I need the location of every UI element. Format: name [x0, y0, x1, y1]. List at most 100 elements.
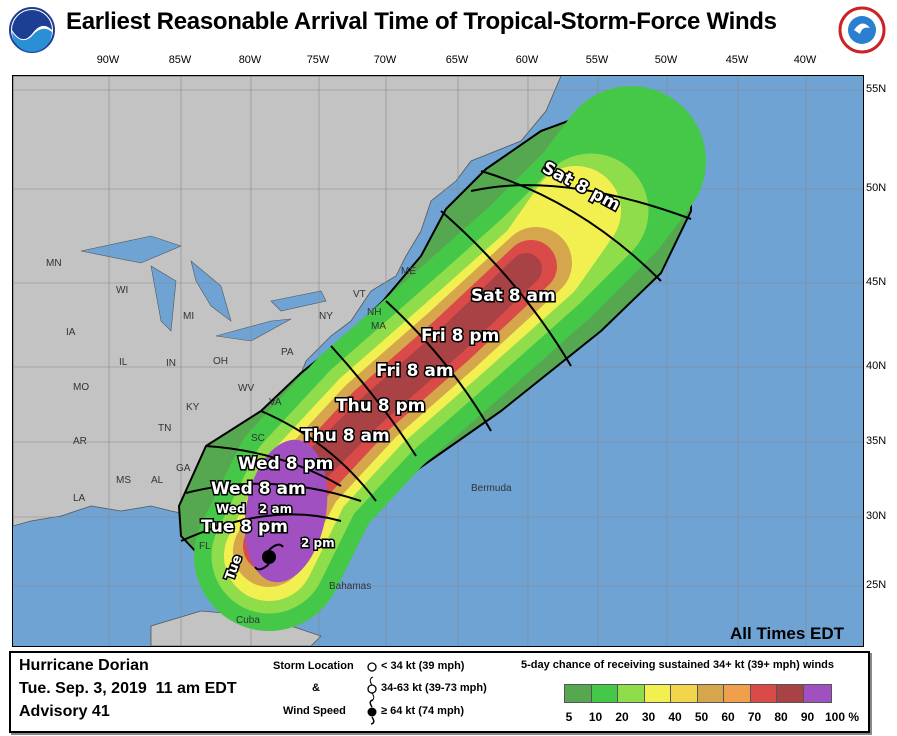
probability-tick: 70 [747, 710, 762, 724]
arrival-time-label: Sat 8 am [471, 286, 556, 306]
latitude-label: 40N [866, 360, 887, 372]
place-label: MI [183, 311, 194, 322]
place-label: MO [73, 382, 89, 393]
probability-swatch [776, 684, 805, 703]
latitude-label: 35N [866, 435, 887, 447]
page-title: Earliest Reasonable Arrival Time of Trop… [66, 8, 777, 35]
longitude-label: 70W [373, 54, 397, 66]
probability-tick: 60 [721, 710, 735, 724]
probability-swatch [749, 684, 779, 703]
place-label: MN [46, 258, 62, 269]
latitude-label: 55N [866, 83, 887, 95]
storm-legend-label-2: & [312, 682, 320, 694]
longitude-label: 50W [654, 54, 678, 66]
longitude-label: 65W [445, 54, 469, 66]
probability-swatch [696, 684, 726, 703]
arrival-time-label: Thu 8 am [301, 426, 390, 446]
probability-swatch [670, 684, 699, 703]
place-label: LA [73, 493, 86, 504]
storm-legend-label-3: Wind Speed [283, 705, 346, 717]
arrival-time-label: Fri 8 pm [421, 326, 499, 346]
noaa-logo [9, 7, 55, 53]
place-label: Bahamas [329, 581, 371, 592]
advisory-number: Advisory 41 [19, 703, 110, 720]
tropical-storm-icon [367, 676, 377, 702]
longitude-label: 55W [585, 54, 609, 66]
probability-tick: 30 [641, 710, 656, 724]
probability-swatch [643, 684, 673, 703]
nws-logo [838, 6, 886, 54]
longitude-label: 90W [96, 54, 120, 66]
great-lakes [80, 235, 327, 342]
land-cuba [150, 610, 322, 646]
storm-legend-item: < 34 kt (39 mph) [381, 660, 465, 672]
probability-tick: 100 % [824, 710, 860, 724]
arrival-time-label: Wed [216, 502, 246, 516]
place-label: Cuba [236, 615, 260, 626]
place-label: PA [281, 347, 294, 358]
storm-legend-item: ≥ 64 kt (74 mph) [381, 705, 465, 717]
probability-swatch [564, 684, 593, 703]
storm-legend-label-1: Storm Location [273, 660, 354, 672]
latitude-label: 50N [866, 182, 887, 194]
latitude-label: 45N [866, 276, 887, 288]
place-label: VT [353, 289, 366, 300]
place-label: SC [251, 433, 265, 444]
longitude-label: 85W [168, 54, 192, 66]
arrival-time-label: Wed 8 am [211, 479, 306, 499]
longitude-label: 75W [306, 54, 330, 66]
probability-swatch [617, 684, 646, 703]
advisory-datetime: Tue. Sep. 3, 2019 11 am EDT [19, 680, 237, 697]
storm-legend-item: 34-63 kt (39-73 mph) [381, 682, 487, 694]
arrival-time-label: Tue 8 pm [201, 517, 288, 537]
longitude-label: 40W [793, 54, 817, 66]
arrival-time-label: Wed 8 pm [238, 454, 333, 474]
longitude-label: 60W [515, 54, 539, 66]
place-label: MA [371, 321, 386, 332]
storm-name: Hurricane Dorian [19, 657, 149, 674]
place-label: NH [367, 307, 381, 318]
times-note: All Times EDT [730, 624, 845, 643]
place-label: IN [166, 358, 176, 369]
arrival-time-label: Fri 8 am [376, 361, 454, 381]
arrival-time-label: 2 am [259, 502, 292, 516]
place-label: MS [116, 475, 131, 486]
place-label: WV [238, 383, 254, 394]
probability-tick: 10 [588, 710, 603, 724]
place-label: ME [401, 266, 416, 277]
time-lines [180, 170, 692, 542]
cone-90pct [244, 439, 328, 583]
place-label: VA [269, 397, 282, 408]
probability-swatch [723, 684, 752, 703]
place-label: FL [199, 541, 211, 552]
probability-swatch [802, 684, 832, 703]
place-label: IA [66, 327, 76, 338]
storm-symbols [367, 662, 377, 725]
probability-tick: 5 [565, 710, 573, 724]
arrival-time-label: Thu 8 pm [336, 396, 425, 416]
latitude-label: 25N [866, 579, 887, 591]
legend: Hurricane Dorian Tue. Sep. 3, 2019 11 am… [9, 651, 870, 733]
place-label: OH [213, 356, 228, 367]
probability-legend-title: 5-day chance of receiving sustained 34+ … [521, 659, 834, 671]
map: MN WI MI IA IL IN OH PA NY VT NH ME MA MO KY WV VA TN AR MS… [12, 75, 864, 647]
probability-tick: 90 [800, 710, 815, 724]
probability-swatch [590, 684, 620, 703]
hurricane-icon [367, 699, 377, 725]
place-label: GA [176, 463, 191, 474]
longitude-label: 45W [725, 54, 749, 66]
probability-tick: 20 [615, 710, 629, 724]
latitude-label: 30N [866, 510, 887, 522]
place-label: KY [186, 402, 200, 413]
longitude-label: 80W [238, 54, 262, 66]
probability-tick: 40 [668, 710, 682, 724]
place-label: NY [319, 311, 333, 322]
place-label: TN [158, 423, 171, 434]
place-label: AR [73, 436, 87, 447]
tropical-depression-icon [367, 662, 377, 672]
arrival-time-label: 2 pm [301, 536, 335, 550]
place-label: Bermuda [471, 483, 512, 494]
probability-tick: 50 [694, 710, 709, 724]
place-label: IL [119, 357, 128, 368]
